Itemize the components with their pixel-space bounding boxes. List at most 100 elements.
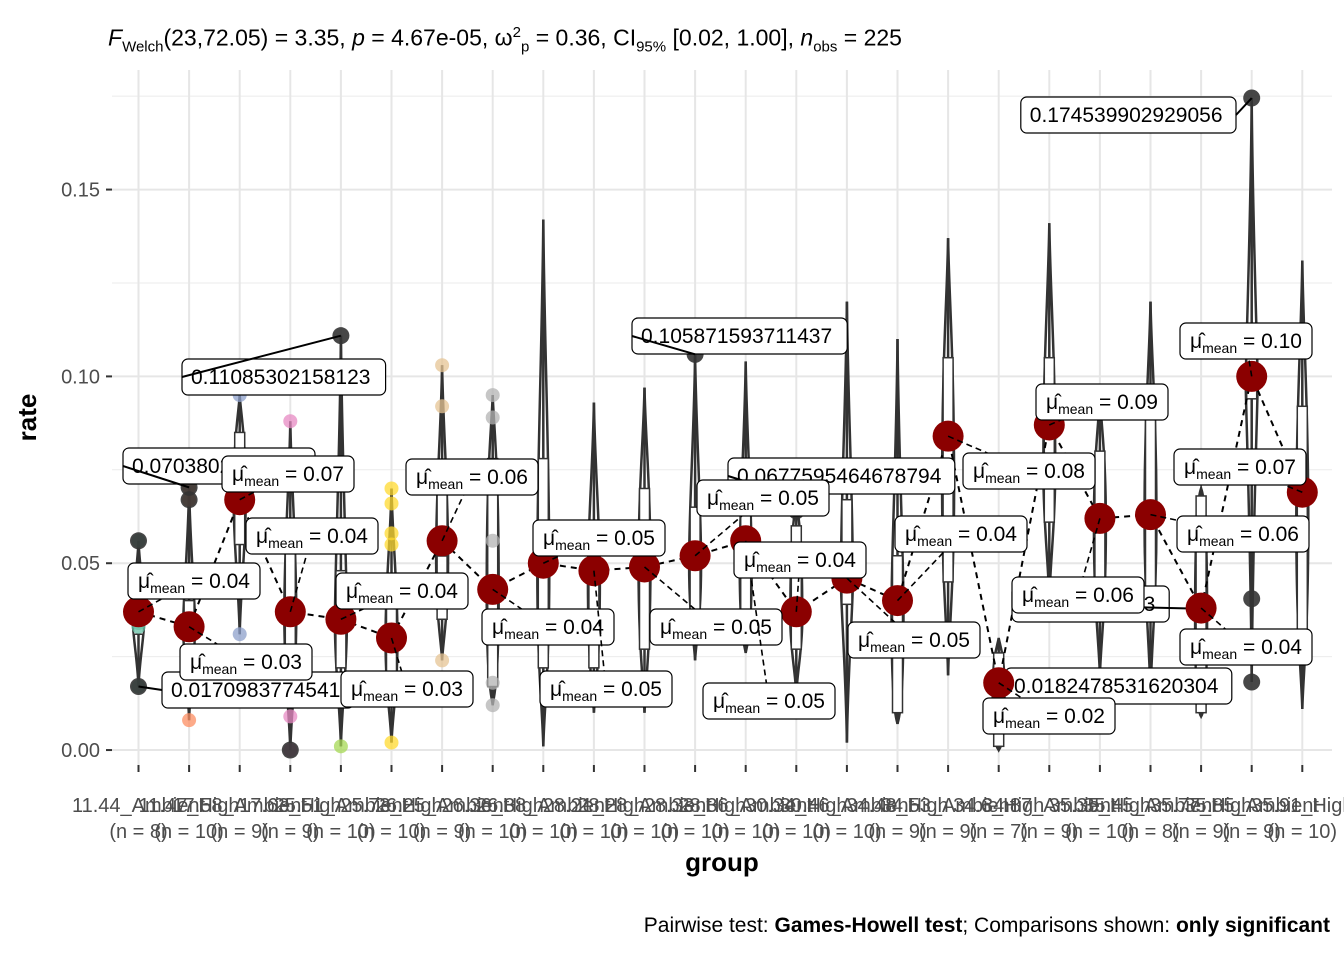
data-point: [384, 735, 399, 750]
data-point: [384, 526, 399, 541]
mu-hat: μ̂: [660, 616, 676, 639]
x-tick-n-label: (n = 10): [559, 821, 628, 843]
mean-label-box: [127, 562, 261, 600]
mean-label-box: [733, 541, 867, 579]
mean-label: μ̂mean = 0.04: [1179, 607, 1313, 666]
x-tick-n-label: (n = 10): [458, 821, 527, 843]
mean-value: = 0.04: [303, 525, 368, 548]
mean-sub: mean: [725, 700, 760, 716]
mean-label-text: μ̂mean = 0.04: [492, 616, 604, 642]
mu-hat: μ̂: [346, 580, 362, 603]
mean-label: μ̂ mean = 0.04: [245, 517, 379, 613]
mean-sub: mean: [150, 580, 185, 596]
x-tick-label: 25.51_Ambient: [274, 795, 409, 817]
y-tick-label: 0.05: [61, 553, 100, 575]
mean-value: = 0.06: [1069, 584, 1134, 607]
mu-hat: μ̂: [1184, 456, 1200, 479]
mean-sub: mean: [672, 626, 707, 642]
mean-label-box: [179, 643, 313, 681]
outlier-label-leader: [181, 334, 342, 378]
x-tick-label: 25.73_High: [340, 795, 442, 817]
x-tick-n-label: (n = 10): [812, 821, 881, 843]
mean-label: μ̂mean = 0.04: [127, 562, 261, 613]
mean-value: = 0.07: [279, 463, 344, 486]
chart-caption: Pairwise test: Games-Howell test; Compar…: [643, 914, 1330, 937]
mean-label-box: [532, 519, 666, 557]
mean-sub: mean: [244, 473, 279, 489]
mean-sub: mean: [1196, 466, 1231, 482]
mean-sub: mean: [358, 590, 393, 606]
mean-label: μ̂mean = 0.08: [947, 435, 1096, 490]
outlier-label: 0.174539902929056: [1020, 96, 1253, 134]
data-point: [435, 358, 450, 373]
mean-label: μ̂mean = 0.04: [894, 515, 1028, 602]
x-tick-n-label: (n = 9): [1223, 821, 1281, 843]
x-tick-n-label: (n = 10): [660, 821, 729, 843]
outlier-point: [281, 741, 299, 759]
x-tick-label: 35.35_High: [1049, 795, 1151, 817]
mu-hat: μ̂: [351, 678, 367, 701]
mean-value: = 0.04: [393, 580, 458, 603]
mean-label-leader: [846, 577, 915, 641]
mean-label-text: μ̂mean = 0.04: [905, 523, 1017, 549]
mean-value: = 0.08: [1020, 460, 1085, 483]
x-tick-label: 34.6_High: [953, 795, 1044, 817]
mu-hat: μ̂: [1022, 584, 1038, 607]
mean-label-text: μ̂mean = 0.04: [744, 549, 856, 575]
mean-value: = 0.05: [590, 527, 655, 550]
x-tick-n-label: (n = 9): [919, 821, 977, 843]
mu-hat: μ̂: [1046, 391, 1062, 414]
x-tick-label: 26.38_Ambient: [476, 795, 611, 817]
mean-label: μ̂mean = 0.06: [1150, 513, 1310, 553]
mean-label: μ̂mean = 0.10: [1179, 322, 1313, 377]
mean-sub: mean: [202, 661, 237, 677]
mean-label-box: [405, 458, 539, 496]
mean-sub: mean: [268, 535, 303, 551]
mean-value: = 0.05: [707, 616, 772, 639]
mean-value: = 0.03: [237, 651, 302, 674]
outlier-label: 0.0182478531620304: [998, 667, 1233, 705]
mean-label-text: μ̂mean = 0.05: [858, 629, 970, 655]
x-tick-n-label: (n = 10): [610, 821, 679, 843]
mean-sub: mean: [363, 688, 398, 704]
x-tick-label: 34.48_High: [846, 795, 948, 817]
x-tick-n-label: (n = 8): [109, 821, 167, 843]
outlier-label-leader: [122, 465, 190, 489]
mu-hat: μ̂: [550, 678, 566, 701]
mean-sub: mean: [428, 476, 463, 492]
mean-label: μ̂mean = 0.04: [733, 541, 867, 612]
mu-hat: μ̂: [858, 629, 874, 652]
mean-label-box: [539, 670, 673, 708]
mean-label-box: [335, 572, 469, 610]
mean-value: = 0.04: [952, 523, 1017, 546]
mu-hat: μ̂: [1187, 523, 1203, 546]
mean-value: = 0.02: [1040, 705, 1105, 728]
mean-label-leader: [896, 533, 962, 602]
y-axis-title: rate: [12, 394, 42, 442]
mean-label-text: μ̂mean = 0.02: [993, 705, 1105, 731]
mean-label-leader: [744, 540, 770, 702]
outlier-label-leader: [138, 685, 163, 691]
x-axis: 11.44_Ambient (n = 8) 11.47_High (n = 10) 17…: [72, 765, 1344, 843]
data-point: [485, 698, 500, 713]
data-point: [232, 627, 247, 642]
mu-hat: μ̂: [1190, 636, 1206, 659]
mean-label-text: μ̂mean = 0.05: [660, 616, 772, 642]
mu-hat: μ̂: [232, 463, 248, 486]
mean-sub: mean: [870, 639, 905, 655]
mean-sub: mean: [1199, 533, 1234, 549]
mean-label-box: [340, 670, 474, 708]
mean-label: μ̂mean = 0.07: [1173, 448, 1307, 493]
mean-label-text: μ̂mean = 0.09: [1046, 391, 1158, 417]
mean-label-text: μ̂mean = 0.03: [351, 678, 463, 704]
mean-sub: mean: [917, 533, 952, 549]
data-point: [435, 653, 450, 668]
data-point: [283, 414, 298, 429]
mean-label-box: [649, 608, 783, 646]
mean-sub: mean: [1005, 715, 1040, 731]
mu-hat: μ̂: [138, 570, 154, 593]
x-tick-label: 28.33_High: [644, 795, 746, 817]
x-tick-n-label: (n = 10): [509, 821, 578, 843]
mean-value: = 0.10: [1237, 330, 1302, 353]
